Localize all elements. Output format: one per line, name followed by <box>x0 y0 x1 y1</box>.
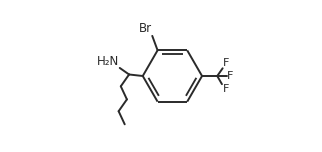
Text: Br: Br <box>138 22 151 35</box>
Text: F: F <box>227 71 233 81</box>
Text: F: F <box>223 85 229 94</box>
Text: F: F <box>223 58 230 68</box>
Text: H₂N: H₂N <box>97 55 119 68</box>
